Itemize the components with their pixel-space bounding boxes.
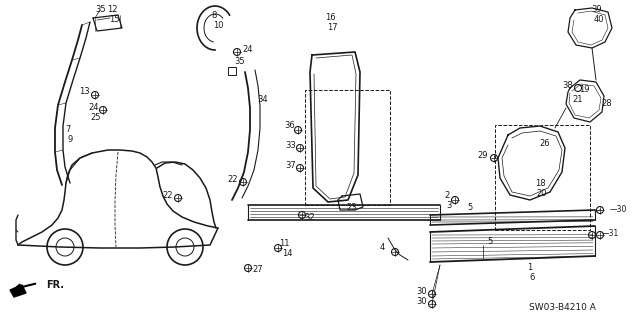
Text: 23: 23 — [347, 204, 357, 212]
Text: 5: 5 — [467, 204, 472, 212]
Text: 2: 2 — [444, 191, 450, 201]
Bar — [228, 67, 236, 75]
Polygon shape — [566, 80, 604, 122]
Text: 25: 25 — [91, 114, 101, 122]
Bar — [495, 125, 590, 230]
Text: 4: 4 — [380, 242, 385, 251]
Text: 20: 20 — [537, 189, 547, 197]
Text: 11: 11 — [279, 240, 289, 249]
Text: 3: 3 — [446, 202, 452, 211]
Text: 10: 10 — [212, 20, 223, 29]
Text: FR.: FR. — [46, 280, 64, 290]
Text: 38: 38 — [563, 81, 573, 91]
Text: 29: 29 — [477, 151, 488, 160]
Text: 36: 36 — [285, 121, 296, 130]
Text: 8: 8 — [211, 11, 217, 19]
Text: 35: 35 — [96, 5, 106, 14]
Text: 15: 15 — [109, 16, 119, 25]
Text: 17: 17 — [326, 24, 337, 33]
Text: —30: —30 — [610, 205, 627, 214]
Text: 28: 28 — [602, 99, 612, 108]
Text: 12: 12 — [107, 5, 117, 14]
Polygon shape — [10, 285, 26, 297]
Text: 1: 1 — [527, 263, 532, 272]
Polygon shape — [498, 126, 565, 200]
Text: 16: 16 — [324, 13, 335, 23]
Text: 7: 7 — [65, 125, 70, 135]
Text: 19: 19 — [579, 85, 589, 94]
Text: 32: 32 — [305, 213, 316, 222]
Text: 24: 24 — [243, 46, 253, 55]
Text: —31: —31 — [602, 228, 620, 238]
Text: 30: 30 — [417, 286, 428, 295]
Bar — [305, 90, 390, 205]
Text: 33: 33 — [285, 140, 296, 150]
Text: 18: 18 — [534, 179, 545, 188]
Text: 34: 34 — [258, 95, 268, 105]
Text: 9: 9 — [67, 136, 72, 145]
Text: 27: 27 — [253, 265, 263, 275]
Text: 35: 35 — [235, 57, 245, 66]
Text: 30: 30 — [417, 298, 428, 307]
Text: 39: 39 — [592, 5, 602, 14]
Text: 24: 24 — [89, 103, 99, 113]
Text: 26: 26 — [540, 138, 550, 147]
Text: 6: 6 — [529, 273, 534, 283]
Text: SW03-B4210 A: SW03-B4210 A — [529, 303, 595, 313]
Text: 22: 22 — [228, 175, 238, 184]
Text: 22: 22 — [163, 191, 173, 201]
Text: 37: 37 — [285, 160, 296, 169]
Text: 14: 14 — [282, 249, 292, 258]
Text: 5: 5 — [488, 238, 493, 247]
Text: 13: 13 — [79, 87, 90, 97]
Text: 40: 40 — [594, 16, 604, 25]
Text: 21: 21 — [573, 95, 583, 105]
Polygon shape — [568, 8, 612, 48]
